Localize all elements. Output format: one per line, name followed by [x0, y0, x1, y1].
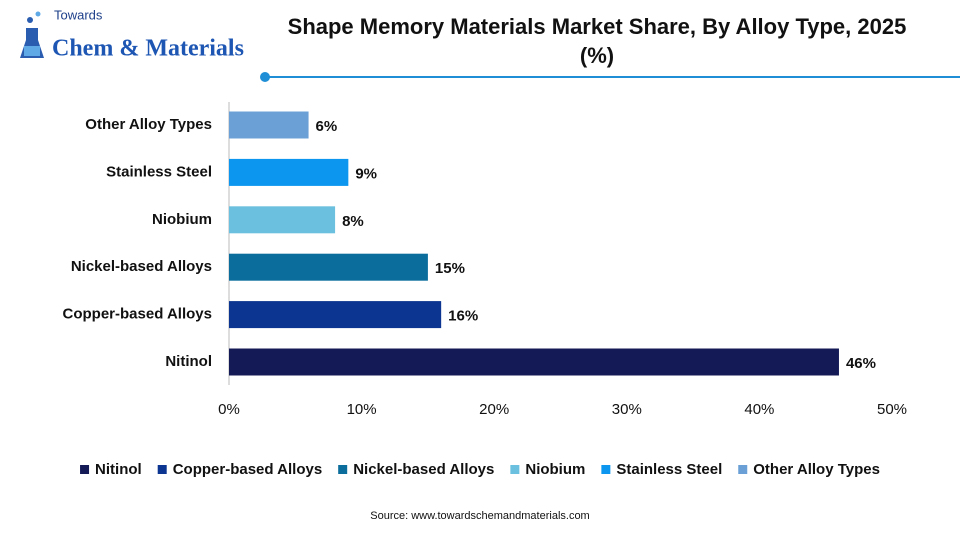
- x-tick-label: 50%: [877, 401, 907, 418]
- y-tick-label: Niobium: [152, 211, 212, 228]
- value-label: 16%: [448, 308, 478, 325]
- y-tick-label: Copper-based Alloys: [63, 306, 212, 323]
- legend-label: Niobium: [525, 461, 585, 478]
- source: Source: www.towardschemandmaterials.com: [370, 510, 589, 522]
- y-tick-label: Other Alloy Types: [85, 116, 212, 133]
- x-tick-label: 40%: [744, 401, 774, 418]
- legend-swatch: [601, 465, 611, 474]
- x-tick-label: 0%: [218, 401, 240, 418]
- bar: [229, 206, 336, 234]
- legend-swatch: [80, 465, 90, 474]
- legend-label: Nickel-based Alloys: [353, 461, 494, 478]
- value-label: 8%: [342, 213, 364, 230]
- y-tick-label: Nickel-based Alloys: [71, 258, 212, 275]
- x-tick-label: 30%: [612, 401, 642, 418]
- chart-title: Shape Memory Materials Market Share, By …: [287, 14, 907, 68]
- bar: [229, 348, 839, 376]
- legend-label: Stainless Steel: [616, 461, 722, 478]
- value-label: 46%: [846, 355, 876, 372]
- bar: [229, 301, 442, 329]
- value-label: 9%: [355, 165, 377, 182]
- x-tick-label: 10%: [347, 401, 377, 418]
- logo-icon: [20, 11, 44, 58]
- legend-label: Other Alloy Types: [753, 461, 880, 478]
- bar: [229, 253, 428, 281]
- value-label: 6%: [316, 118, 338, 135]
- value-label: 15%: [435, 260, 465, 277]
- logo-name: Chem & Materials: [52, 36, 244, 62]
- logo-top: Towards: [54, 7, 103, 22]
- x-tick-label: 20%: [479, 401, 509, 418]
- divider-dot: [260, 72, 270, 82]
- legend-swatch: [738, 465, 748, 474]
- y-tick-label: Stainless Steel: [106, 163, 212, 180]
- bar: [229, 158, 349, 186]
- y-tick-label: Nitinol: [165, 353, 212, 370]
- legend-swatch: [157, 465, 167, 474]
- legend-swatch: [510, 465, 520, 474]
- legend-label: Nitinol: [95, 461, 142, 478]
- bar: [229, 111, 309, 139]
- legend-swatch: [338, 465, 348, 474]
- legend-label: Copper-based Alloys: [173, 461, 322, 478]
